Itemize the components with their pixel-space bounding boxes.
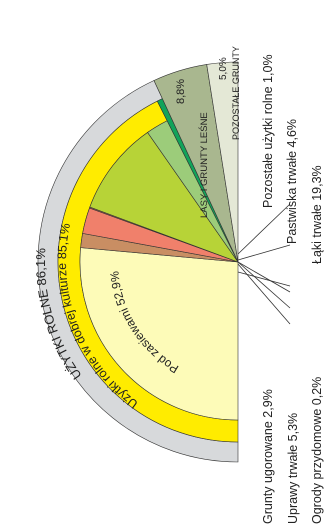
slice-4 — [89, 132, 239, 263]
label-laki: Łąki trwałe 19,3% — [310, 165, 324, 264]
label-pozostale-name: POZOSTAŁE GRUNTY — [231, 46, 241, 140]
label-pozostale-value: 5,0% — [218, 57, 229, 80]
leader-line-uprawy — [237, 261, 291, 309]
label-uprawy-trwale: Uprawy trwałe 5,3% — [286, 413, 300, 524]
pie-group — [37, 61, 239, 463]
label-pozostale-uzytki: Pozostałe użytki rolne 1,0% — [261, 54, 275, 208]
leader-line-ugorowane — [237, 261, 291, 293]
leader-lines — [237, 203, 291, 325]
leader-line-pastwiska — [237, 244, 291, 261]
label-ogrody: Ogrody przydomowe 0,2% — [310, 377, 324, 524]
leader-line-ogrody — [237, 263, 291, 325]
slice-8 — [206, 61, 239, 263]
label-grunty-ugorowane: Grunty ugorowane 2,9% — [261, 389, 275, 524]
label-lasy-name: LASY I GRUNTY LEŚNE — [198, 112, 210, 218]
label-lasy-value: 8,8% — [175, 79, 187, 104]
slice-0 — [79, 247, 239, 421]
leader-line-laki — [237, 271, 291, 287]
leader-line-pozostale-uzytki — [237, 203, 291, 255]
label-pastwiska: Pastwiska trwałe 4,6% — [285, 119, 299, 244]
